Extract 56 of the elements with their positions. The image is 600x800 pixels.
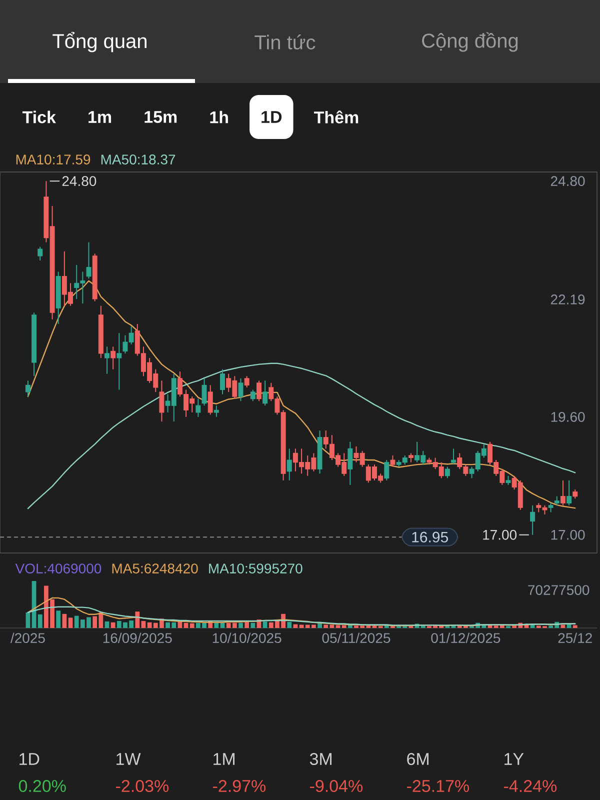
text: MA5:6248420	[112, 564, 198, 574]
text: 0.20%	[18, 780, 66, 792]
annotation: 70277500	[528, 585, 590, 595]
x-tick-label: 05/11/2025	[322, 632, 390, 644]
chart-title: VOL:4069000	[15, 564, 102, 574]
text: -9.04%	[310, 780, 363, 792]
text: Cộng đồng	[422, 32, 518, 52]
bar	[336, 625, 340, 628]
x-tick-label: 10/10/2025	[212, 632, 282, 644]
bar	[330, 624, 334, 628]
bar	[38, 614, 42, 628]
bar	[244, 621, 250, 628]
text: Tick	[22, 110, 56, 124]
bar	[104, 621, 110, 628]
bar	[141, 620, 146, 628]
bar	[324, 624, 328, 628]
bar	[190, 623, 194, 628]
bar	[62, 614, 67, 628]
bar	[262, 621, 268, 628]
bar	[238, 622, 243, 628]
bar	[110, 622, 116, 628]
text: 1h	[210, 110, 228, 124]
bar	[342, 625, 346, 628]
category-label: 1Y	[504, 753, 524, 765]
text: Tin tức	[254, 34, 316, 50]
category-label: 1D	[20, 753, 40, 765]
bar	[293, 624, 298, 628]
text: 1D	[262, 111, 282, 123]
text: 1m	[88, 111, 112, 123]
category-label: 6M	[407, 752, 428, 766]
text: -25.17%	[407, 780, 469, 792]
bar	[56, 610, 61, 628]
bar	[287, 622, 292, 628]
text: -4.24%	[504, 780, 557, 792]
text: Thêm	[314, 110, 358, 124]
bar	[68, 618, 73, 628]
text: Tổng quan	[52, 32, 146, 52]
x-tick-label: 25/12	[558, 632, 592, 644]
bar	[299, 624, 304, 628]
category-label: 1W	[116, 753, 141, 765]
bar	[250, 622, 256, 628]
bar	[135, 612, 140, 628]
x-tick-label: 16/09/2025	[103, 632, 172, 644]
bar	[26, 612, 30, 628]
bar	[572, 625, 578, 628]
text: -2.97%	[213, 780, 266, 792]
bar	[214, 622, 219, 628]
text: -2.03%	[116, 780, 169, 792]
category-label: 3M	[310, 752, 332, 766]
bar	[318, 623, 322, 628]
x-tick-label: 01/12/2025	[431, 632, 500, 644]
category-label: 1M	[214, 753, 234, 765]
text: MA10:5995270	[209, 564, 302, 574]
x-tick-label: /2025	[10, 632, 45, 644]
bar	[560, 624, 566, 628]
text: 15m	[144, 111, 177, 123]
